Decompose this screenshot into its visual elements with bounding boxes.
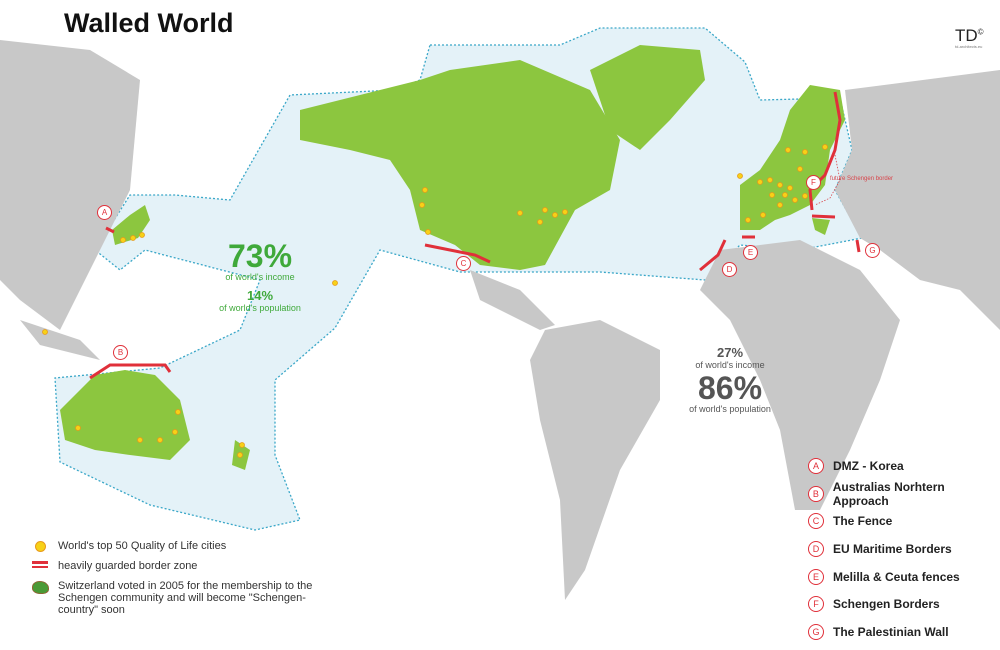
border-dmz-korea (105, 226, 115, 234)
legend-text: World's top 50 Quality of Life cities (58, 540, 227, 552)
legend-label: DMZ - Korea (833, 458, 904, 473)
letter-circle-icon: C (808, 513, 824, 530)
future-schengen-border-label: future Schengen border (830, 176, 894, 182)
zone-population-label: of world's population (219, 303, 301, 313)
zone-income-pct: 73% (227, 238, 293, 274)
legend-text: heavily guarded border zone (58, 560, 198, 572)
central-america (470, 270, 555, 330)
map-label-e: E (743, 245, 758, 260)
outside-income-pct: 27% (716, 345, 744, 360)
zone-stats: 73% of world's income 14% of world's pop… (210, 240, 310, 313)
letter-circle-icon: A (808, 457, 824, 474)
outside-population-pct: 86% (697, 370, 763, 406)
letter-circle-icon: G (808, 623, 824, 640)
symbol-legend: World's top 50 Quality of Life cities he… (30, 540, 318, 624)
outside-stats: 27% of world's income 86% of world's pop… (675, 345, 785, 414)
africa (700, 240, 900, 510)
walled-zone (54, 27, 864, 531)
zone-income-label: of world's income (225, 272, 295, 282)
asia-west-part (0, 40, 140, 330)
map-title: Walled World (64, 8, 234, 38)
border-us-mexico (424, 243, 491, 264)
letter-circle-icon: B (808, 485, 824, 502)
legend-item-c: C The Fence (808, 507, 1000, 535)
td-logo: TD© td-architects.eu (955, 26, 984, 49)
legend-item-b: B Australias Norhtern Approach (808, 480, 1000, 508)
greece (812, 218, 830, 235)
legend-guarded-border: heavily guarded border zone (30, 560, 318, 572)
yellow-dot-icon (34, 541, 46, 552)
zone-population-pct: 14% (246, 288, 274, 303)
map-label-d: D (722, 262, 737, 277)
map-label-b: B (113, 345, 128, 360)
north-america (300, 60, 620, 270)
map-label-f: F (806, 175, 821, 190)
letter-circle-icon: E (808, 568, 824, 585)
border-eu-maritime (699, 239, 727, 272)
map-label-a: A (97, 205, 112, 220)
legend-text: Switzerland voted in 2005 for the member… (58, 580, 313, 616)
australia (60, 370, 190, 460)
map-label-c: C (456, 256, 471, 271)
red-double-line-icon (32, 561, 48, 568)
legend-label: Schengen Borders (833, 597, 940, 612)
greenland (590, 45, 705, 150)
border-legend: A DMZ - Korea B Australias Norhtern Approa… (808, 452, 1000, 646)
legend-label: Melilla & Ceuta fences (833, 569, 960, 584)
border-australia-north (89, 363, 172, 380)
europe (740, 85, 845, 230)
walled-countries (60, 45, 845, 470)
russia-asia (835, 70, 1000, 330)
legend-label: The Palestinian Wall (833, 624, 949, 639)
border-palestinian-wall (855, 239, 861, 253)
future-schengen-border (814, 154, 841, 206)
legend-item-g: G The Palestinian Wall (808, 618, 1000, 646)
legend-item-f: F Schengen Borders (808, 590, 1000, 618)
quality-of-life-cities (42, 144, 828, 458)
legend-item-a: A DMZ - Korea (808, 452, 1000, 480)
legend-label: The Fence (833, 514, 893, 529)
map-label-g: G (865, 243, 880, 258)
legend-label: EU Maritime Borders (833, 541, 952, 556)
legend-item-e: E Melilla & Ceuta fences (808, 563, 1000, 591)
other-continents (0, 40, 1000, 600)
letter-circle-icon: D (808, 540, 824, 557)
japan (112, 205, 150, 245)
switzerland-shape-icon (31, 581, 49, 594)
letter-circle-icon: F (808, 596, 824, 613)
legend-label: Australias Norhtern Approach (832, 479, 945, 508)
outside-income-label: of world's income (695, 360, 765, 370)
border-greece-turkey (811, 214, 836, 219)
guarded-borders (89, 91, 861, 380)
border-schengen (808, 91, 842, 211)
legend-item-d: D EU Maritime Borders (808, 535, 1000, 563)
indonesia (20, 320, 100, 360)
south-america (530, 320, 660, 600)
legend-cities: World's top 50 Quality of Life cities (30, 540, 318, 552)
outside-population-label: of world's population (689, 404, 771, 414)
legend-switzerland: Switzerland voted in 2005 for the member… (30, 580, 318, 616)
